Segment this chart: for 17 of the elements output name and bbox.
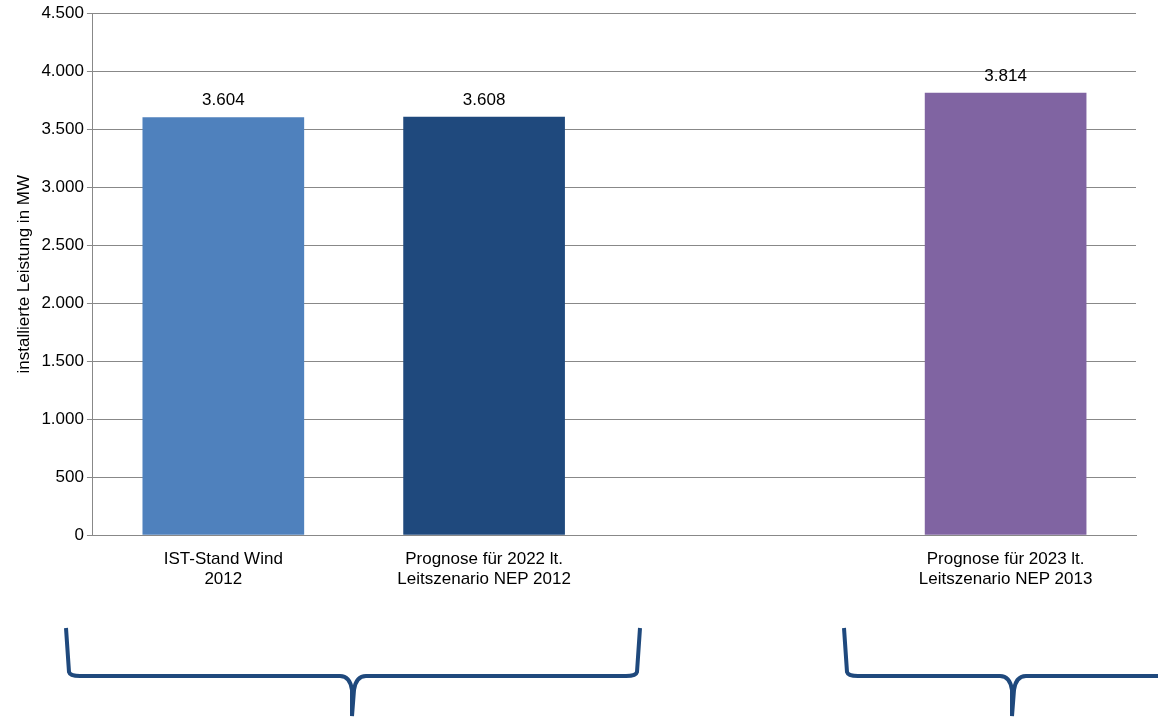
y-tick-label: 0 xyxy=(74,524,84,544)
y-tick-label: 4.500 xyxy=(41,2,84,22)
y-tick-label: 500 xyxy=(55,466,84,486)
y-tick-label: 4.000 xyxy=(41,60,84,80)
x-tick-label: Prognose für 2023 lt. Leitszenario NEP 2013 xyxy=(918,549,1093,589)
data-label: 3.814 xyxy=(984,65,1027,85)
data-label: 3.608 xyxy=(462,89,506,109)
y-tick-label: 3.500 xyxy=(41,118,84,138)
x-tick-label: Prognose für 2022 lt. Leitszenario NEP 2012 xyxy=(397,549,571,589)
data-label: 3.604 xyxy=(202,90,245,110)
y-axis-title: installierte Leistung in MW xyxy=(13,174,33,374)
y-tick-label: 1.000 xyxy=(41,408,84,428)
y-tick-label: 2.500 xyxy=(41,234,84,254)
y-tick-label: 3.000 xyxy=(41,176,84,196)
y-tick-label: 1.500 xyxy=(41,350,84,370)
x-tick-label: IST-Stand Wind 2012 xyxy=(163,549,283,589)
y-tick-label: 2.000 xyxy=(41,292,84,312)
